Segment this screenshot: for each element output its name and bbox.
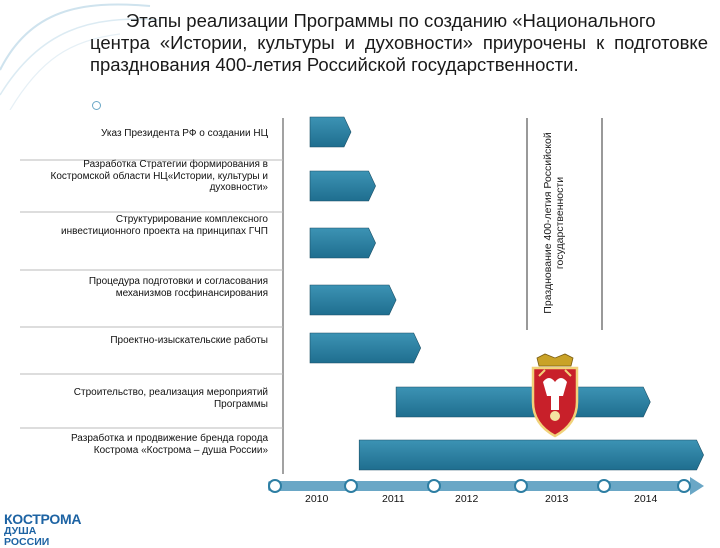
gantt-bar xyxy=(358,439,704,471)
timeline-marker xyxy=(344,479,358,493)
timeline-marker xyxy=(268,479,282,493)
gantt-bar xyxy=(395,386,651,418)
coat-of-arms-emblem xyxy=(531,353,579,438)
timeline-arrow xyxy=(690,477,704,495)
logo-line-1: КОСТРОМА xyxy=(4,511,82,527)
timeline-axis xyxy=(268,481,690,491)
anniversary-note-text: Празднование 400-летия Российской госуда… xyxy=(542,132,566,314)
corner-swirl-decoration xyxy=(0,3,160,110)
stage-label: Строительство, реализация мероприятий Пр… xyxy=(73,387,268,410)
year-tick-label: 2010 xyxy=(305,493,329,505)
bullet-dot xyxy=(92,101,101,110)
stage-label: Разработка Стратегии формирования в Кост… xyxy=(50,159,268,193)
year-tick-label: 2012 xyxy=(455,493,479,505)
year-tick-label: 2011 xyxy=(382,493,405,505)
timeline-marker xyxy=(427,479,441,493)
timeline-marker xyxy=(514,479,528,493)
stage-label: Структурирование комплексного инвестицио… xyxy=(61,214,268,237)
title-rest: центра «Истории, культуры и духовности» … xyxy=(90,32,708,75)
gantt-bar xyxy=(309,227,376,259)
logo-line-2: ДУША РОССИИ xyxy=(4,525,50,548)
gantt-bar xyxy=(309,332,422,364)
anniversary-note: Празднование 400-летия Российской госуда… xyxy=(531,118,577,328)
gantt-bar xyxy=(309,116,352,148)
stage-label: Разработка и продвижение бренда города К… xyxy=(70,433,268,456)
kostroma-logo: КОСТРОМА ДУША РОССИИ xyxy=(4,511,82,548)
gantt-bar xyxy=(309,170,376,202)
title-line-1: Этапы реализации Программы по созданию «… xyxy=(126,10,656,31)
year-tick-label: 2014 xyxy=(634,493,658,505)
timeline-marker xyxy=(677,479,691,493)
gantt-bar xyxy=(309,284,397,316)
stage-label: Указ Президента РФ о создании НЦ xyxy=(101,128,268,139)
stage-label: Процедура подготовки и согласования меха… xyxy=(88,276,268,299)
year-tick-label: 2013 xyxy=(545,493,569,505)
slide-title: Этапы реализации Программы по созданию «… xyxy=(90,10,708,76)
timeline-marker xyxy=(597,479,611,493)
stage-label: Проектно-изыскательские работы xyxy=(110,335,268,346)
